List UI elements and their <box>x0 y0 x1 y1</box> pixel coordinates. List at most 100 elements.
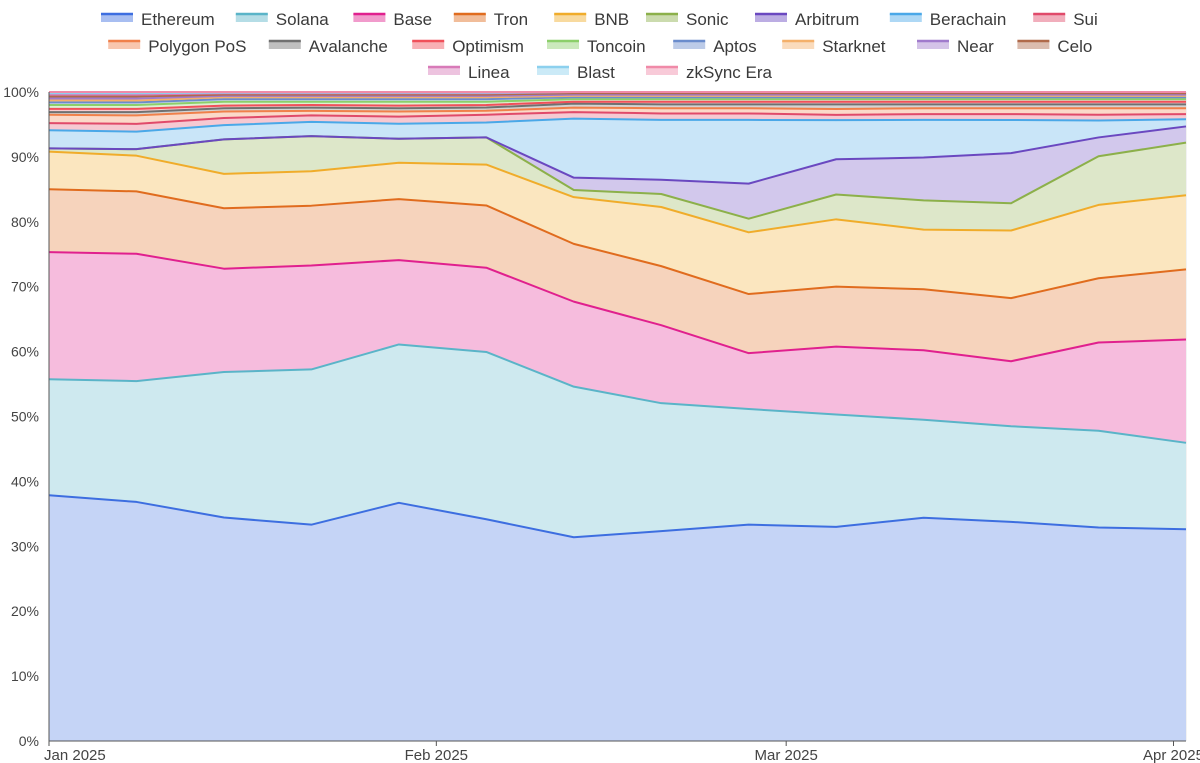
line-polygon-pos <box>48 106 1187 117</box>
area-sonic <box>49 136 1186 233</box>
legend-item-sui[interactable]: Sui <box>1033 10 1098 29</box>
legend-swatch <box>1017 41 1050 49</box>
legend-item-starknet[interactable]: Starknet <box>782 37 886 56</box>
legend-swatch <box>268 41 301 49</box>
legend-item-ethereum[interactable]: Ethereum <box>101 10 215 29</box>
x-tick-label: Feb 2025 <box>405 747 468 763</box>
area-sui <box>49 112 1186 132</box>
y-tick-label: 100% <box>3 84 39 100</box>
legend-swatch <box>889 14 922 22</box>
y-tick-label: 40% <box>11 473 39 489</box>
legend-item-base[interactable]: Base <box>353 10 432 29</box>
legend-item-linea[interactable]: Linea <box>428 63 510 82</box>
legend-label: Starknet <box>822 37 886 56</box>
area-berachain <box>49 118 1186 184</box>
legend-swatch <box>453 14 486 22</box>
line-avalanche <box>48 102 1187 114</box>
series-lines <box>48 91 1187 539</box>
x-tick-label: Jan 2025 <box>44 747 106 763</box>
legend-swatch <box>412 41 445 49</box>
area-base <box>49 252 1186 443</box>
legend-item-zksync-era[interactable]: zkSync Era <box>646 63 773 82</box>
legend-item-toncoin[interactable]: Toncoin <box>547 37 646 56</box>
legend-label: Celo <box>1057 37 1092 56</box>
x-tick-label: Apr 2025 <box>1143 747 1200 763</box>
legend-item-polygon-pos[interactable]: Polygon PoS <box>108 37 246 56</box>
legend-label: BNB <box>594 10 629 29</box>
legend-label: Near <box>957 37 994 56</box>
line-near <box>48 93 1186 100</box>
legend-swatch <box>646 67 678 75</box>
legend-swatch <box>673 41 706 49</box>
line-optimism <box>48 100 1186 110</box>
legend-label: Base <box>393 10 432 29</box>
x-tick-label: Mar 2025 <box>754 747 817 763</box>
y-tick-label: 50% <box>11 409 39 425</box>
line-tron <box>48 188 1187 300</box>
legend-label: Berachain <box>930 10 1007 29</box>
line-bnb <box>48 150 1187 234</box>
area-series <box>49 92 1186 741</box>
legend-label: Aptos <box>713 37 756 56</box>
legend-swatch <box>755 14 787 22</box>
y-tick-label: 90% <box>11 149 39 165</box>
legend-item-blast[interactable]: Blast <box>537 63 615 82</box>
y-tick-label: 0% <box>19 733 39 749</box>
area-bnb <box>49 151 1186 299</box>
area-solana <box>49 344 1186 538</box>
legend: Ethereum Solana Base Tron BNB Sonic Arbitrum Be… <box>101 10 1098 82</box>
area-arbitrum <box>49 126 1186 219</box>
legend-item-aptos[interactable]: Aptos <box>673 37 757 56</box>
legend-label: zkSync Era <box>686 63 773 82</box>
legend-item-optimism[interactable]: Optimism <box>412 37 524 56</box>
legend-swatch <box>108 41 141 49</box>
legend-swatch <box>646 14 678 22</box>
legend-label: Ethereum <box>141 10 215 29</box>
legend-item-celo[interactable]: Celo <box>1017 37 1092 56</box>
line-berachain <box>48 117 1187 133</box>
area-tron <box>49 189 1186 362</box>
legend-label: Sonic <box>686 10 729 29</box>
line-sui <box>48 111 1187 125</box>
legend-label: Optimism <box>452 37 524 56</box>
line-toncoin <box>48 98 1187 106</box>
legend-item-solana[interactable]: Solana <box>235 10 329 29</box>
line-base <box>48 251 1187 363</box>
legend-item-bnb[interactable]: BNB <box>554 10 629 29</box>
legend-item-sonic[interactable]: Sonic <box>646 10 729 29</box>
legend-swatch <box>101 14 133 22</box>
legend-label: Sui <box>1073 10 1098 29</box>
legend-swatch <box>428 67 460 75</box>
legend-item-tron[interactable]: Tron <box>453 10 528 29</box>
y-tick-label: 80% <box>11 214 39 230</box>
legend-label: Tron <box>494 10 528 29</box>
y-tick-label: 60% <box>11 344 39 360</box>
legend-swatch <box>782 41 815 49</box>
legend-label: Blast <box>577 63 615 82</box>
area-ethereum <box>49 495 1186 741</box>
legend-label: Arbitrum <box>795 10 859 29</box>
legend-label: Toncoin <box>587 37 646 56</box>
line-solana <box>48 343 1187 444</box>
line-ethereum <box>48 494 1187 539</box>
legend-label: Avalanche <box>309 37 388 56</box>
legend-swatch <box>537 67 569 75</box>
legend-swatch <box>1033 14 1066 22</box>
line-aptos <box>48 96 1187 104</box>
line-starknet <box>48 94 1187 102</box>
legend-label: Solana <box>276 10 329 29</box>
legend-swatch <box>235 14 268 22</box>
legend-item-near[interactable]: Near <box>917 37 994 56</box>
legend-item-arbitrum[interactable]: Arbitrum <box>755 10 859 29</box>
y-tick-label: 30% <box>11 538 39 554</box>
y-tick-label: 70% <box>11 279 39 295</box>
legend-swatch <box>547 41 579 49</box>
legend-swatch <box>353 14 386 22</box>
legend-label: Linea <box>468 63 510 82</box>
legend-swatch <box>917 41 949 49</box>
legend-item-berachain[interactable]: Berachain <box>889 10 1007 29</box>
line-arbitrum <box>48 125 1187 185</box>
legend-item-avalanche[interactable]: Avalanche <box>268 37 388 56</box>
